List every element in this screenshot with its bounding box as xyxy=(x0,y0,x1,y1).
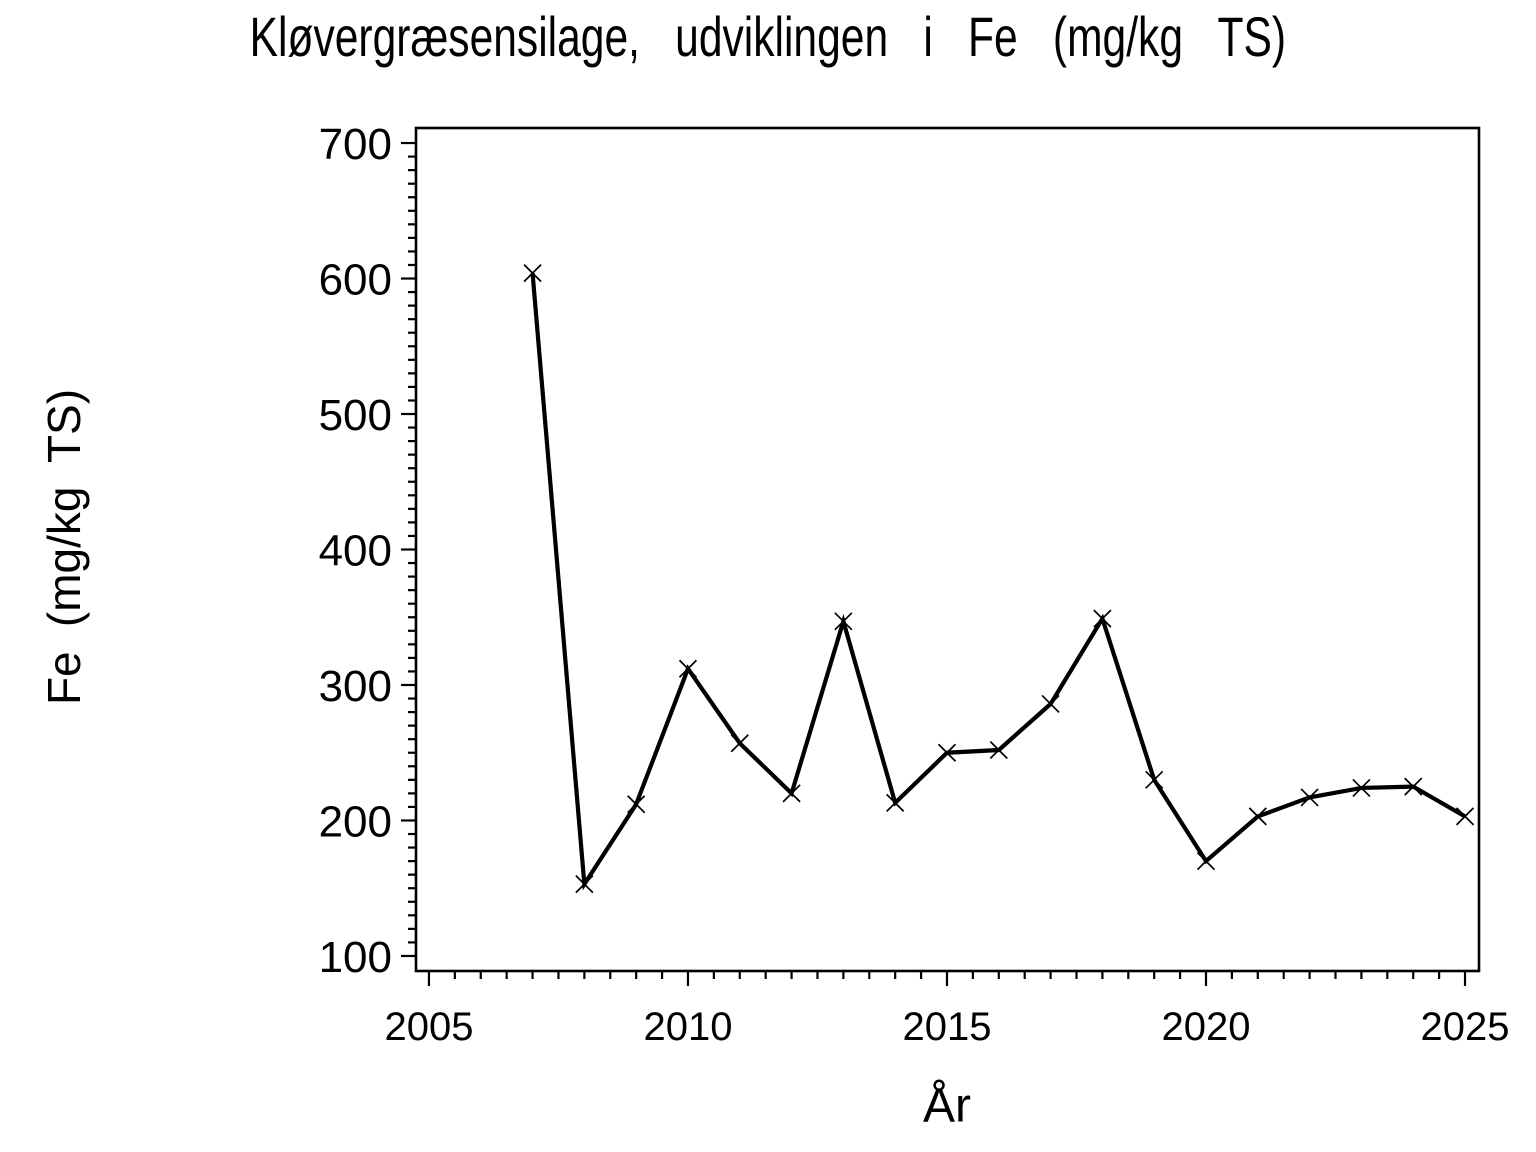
data-point-marker xyxy=(523,264,542,283)
x-tick-label: 2015 xyxy=(902,1005,991,1049)
data-point-marker xyxy=(1300,788,1319,807)
y-tick-label: 700 xyxy=(319,120,392,169)
marker-stroke xyxy=(1041,694,1060,714)
x-axis-title: År xyxy=(923,1079,971,1133)
data-point-marker xyxy=(989,740,1008,760)
y-tick-label: 600 xyxy=(319,256,392,305)
data-point-marker xyxy=(678,659,698,678)
marker-stroke xyxy=(1145,770,1164,789)
marker-stroke xyxy=(782,784,801,803)
chart-title-text: Kløvergræsensilage, udviklingen i Fe (mg… xyxy=(249,5,1287,68)
chart-title: Kløvergræsensilage, udviklingen i Fe (mg… xyxy=(0,6,1536,68)
x-axis-ticks xyxy=(427,971,1467,986)
y-tick-label: 300 xyxy=(319,662,392,711)
marker-stroke xyxy=(523,264,542,283)
marker-stroke xyxy=(886,793,905,812)
marker-stroke xyxy=(1248,807,1267,826)
marker-stroke xyxy=(989,740,1008,760)
data-point-marker xyxy=(886,793,905,812)
y-tick-labels: 100 200 300 400 500 600 700 xyxy=(319,120,392,982)
data-point-marker xyxy=(575,875,594,894)
marker-stroke xyxy=(1404,777,1423,796)
x-tick-label: 2005 xyxy=(384,1005,473,1049)
marker-stroke xyxy=(937,743,957,762)
marker-stroke xyxy=(627,795,646,814)
data-point-marker xyxy=(1041,694,1060,714)
data-point-marker xyxy=(1352,778,1371,798)
data-point-markers xyxy=(523,264,1475,894)
x-tick-labels: 2005 2010 2015 2020 2025 xyxy=(384,1005,1509,1049)
data-point-marker xyxy=(1145,770,1164,789)
marker-stroke xyxy=(678,659,698,678)
marker-stroke xyxy=(730,734,749,753)
data-point-marker xyxy=(1248,807,1267,826)
y-tick-label: 200 xyxy=(319,797,392,846)
data-point-marker xyxy=(1093,609,1112,628)
data-point-marker xyxy=(782,784,801,803)
x-tick-label: 2020 xyxy=(1162,1005,1251,1049)
marker-stroke xyxy=(1196,852,1216,871)
data-point-marker xyxy=(730,734,749,753)
marker-stroke xyxy=(1352,778,1371,798)
x-tick-label: 2025 xyxy=(1421,1005,1510,1049)
y-tick-label: 500 xyxy=(319,391,392,440)
marker-stroke xyxy=(834,612,853,631)
marker-stroke xyxy=(1300,788,1319,807)
data-point-marker xyxy=(1196,852,1216,871)
data-point-marker xyxy=(834,612,853,631)
data-point-marker xyxy=(1455,807,1475,826)
x-tick-label: 2010 xyxy=(643,1005,732,1049)
data-point-marker xyxy=(937,743,957,762)
marker-stroke xyxy=(575,875,594,894)
data-point-marker xyxy=(1404,777,1423,796)
data-line xyxy=(530,272,1467,891)
y-tick-label: 400 xyxy=(319,527,392,576)
plot-area-border xyxy=(414,126,1481,973)
y-axis-ticks xyxy=(401,141,416,958)
marker-stroke xyxy=(1093,609,1112,628)
marker-stroke xyxy=(1455,807,1475,826)
data-point-marker xyxy=(627,795,646,814)
y-tick-label: 100 xyxy=(319,933,392,982)
